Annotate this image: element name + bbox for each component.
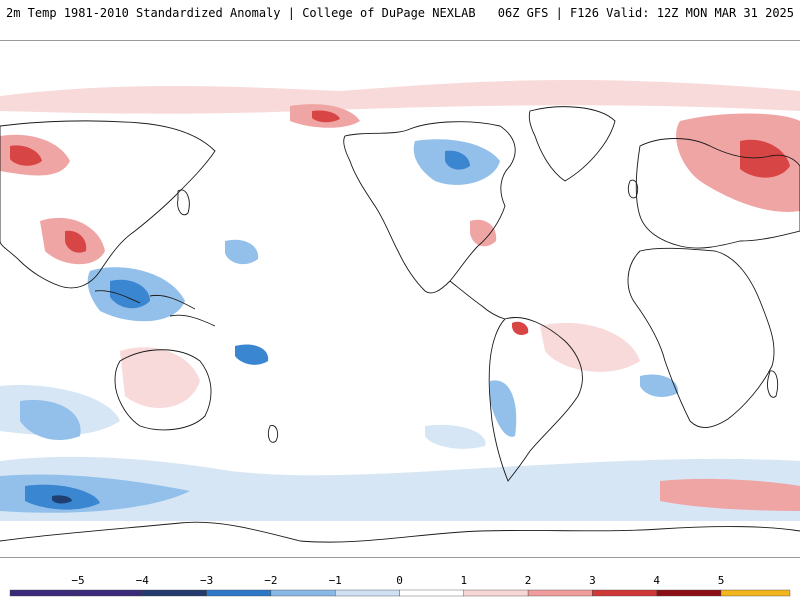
warm-strong-siberia <box>10 145 42 166</box>
indonesia-outline <box>94 290 216 327</box>
australia-outline <box>114 349 212 431</box>
warm-strong-alaska <box>312 110 340 123</box>
warm-anomaly-russia <box>676 113 800 212</box>
model-run-info: 06Z GFS | F126 Valid: 12Z MON MAR 31 202… <box>497 6 794 20</box>
madagascar-outline <box>767 370 779 398</box>
anomaly-colorbar: −5 −4 −3 −2 −1 0 1 2 3 4 5 <box>0 560 800 600</box>
warm-anomaly-east-us <box>470 219 497 247</box>
warm-anomaly-arctic <box>0 80 800 114</box>
colorbar-segment <box>463 589 529 597</box>
warm-anomaly-venezuela <box>512 321 529 336</box>
cold-anomaly-south-america <box>490 380 517 437</box>
cold-anomaly-africa-south <box>640 374 679 397</box>
cold-extreme-antarctic <box>52 495 72 504</box>
colorbar-segment <box>527 589 593 597</box>
greenland-outline <box>528 106 616 182</box>
asia-outline <box>0 120 216 289</box>
colorbar-tick-label: −2 <box>264 574 277 587</box>
colorbar-tick-label: 5 <box>718 574 725 587</box>
central-america-outline <box>449 280 506 320</box>
anomaly-map-svg <box>0 80 800 543</box>
cold-anomaly-australia-east <box>235 344 269 365</box>
anomaly-shading <box>0 80 800 521</box>
world-map <box>0 40 800 558</box>
colorbar-tick-label: 2 <box>525 574 532 587</box>
cold-strong-indonesia <box>110 279 150 309</box>
colorbar-tick-label: −4 <box>136 574 150 587</box>
colorbar-tick-label: 1 <box>460 574 467 587</box>
colorbar-svg: −5 −4 −3 −2 −1 0 1 2 3 4 5 <box>9 574 791 597</box>
colorbar-segment <box>77 589 143 597</box>
colorbar-segment <box>399 589 465 597</box>
north-america-outline <box>343 121 516 294</box>
cold-anomaly-pacific <box>225 239 259 265</box>
map-title: 2m Temp 1981-2010 Standardized Anomaly |… <box>6 6 476 20</box>
south-america-outline <box>488 317 583 482</box>
antarctica-outline <box>0 521 800 543</box>
cold-strong-canada <box>445 150 470 170</box>
colorbar-segment <box>9 589 79 597</box>
warm-strong-se-asia <box>65 230 87 253</box>
colorbar-segment <box>335 589 400 597</box>
colorbar-tick-label: 4 <box>653 574 660 587</box>
colorbar-segment <box>206 589 272 597</box>
colorbar-segment <box>592 589 657 597</box>
europe-outline <box>635 138 800 249</box>
japan-outline <box>177 189 190 216</box>
cold-anomaly-antarctic <box>0 456 800 521</box>
colorbar-segment <box>270 589 336 597</box>
colorbar-tick-label: −3 <box>200 574 213 587</box>
colorbar-segment <box>720 589 791 597</box>
uk-outline <box>627 179 639 199</box>
colorbar-tick-label: −5 <box>71 574 84 587</box>
continent-outlines <box>0 106 800 543</box>
colorbar-segment <box>142 589 207 597</box>
cold-anomaly-south-atlantic <box>425 424 486 449</box>
colorbar-segment <box>656 589 722 597</box>
colorbar-tick-label: −1 <box>329 574 342 587</box>
africa-outline <box>627 247 775 428</box>
warm-anomaly-atlantic <box>540 322 640 372</box>
warm-anomaly-australia <box>120 347 200 408</box>
cold-anomaly-south-pacific <box>20 400 81 441</box>
new-zealand-outline <box>267 425 279 443</box>
warm-anomaly-antarctic-east <box>660 478 800 511</box>
warm-strong-russia <box>740 139 790 178</box>
colorbar-tick-label: 0 <box>396 574 403 587</box>
colorbar-tick-label: 3 <box>589 574 596 587</box>
